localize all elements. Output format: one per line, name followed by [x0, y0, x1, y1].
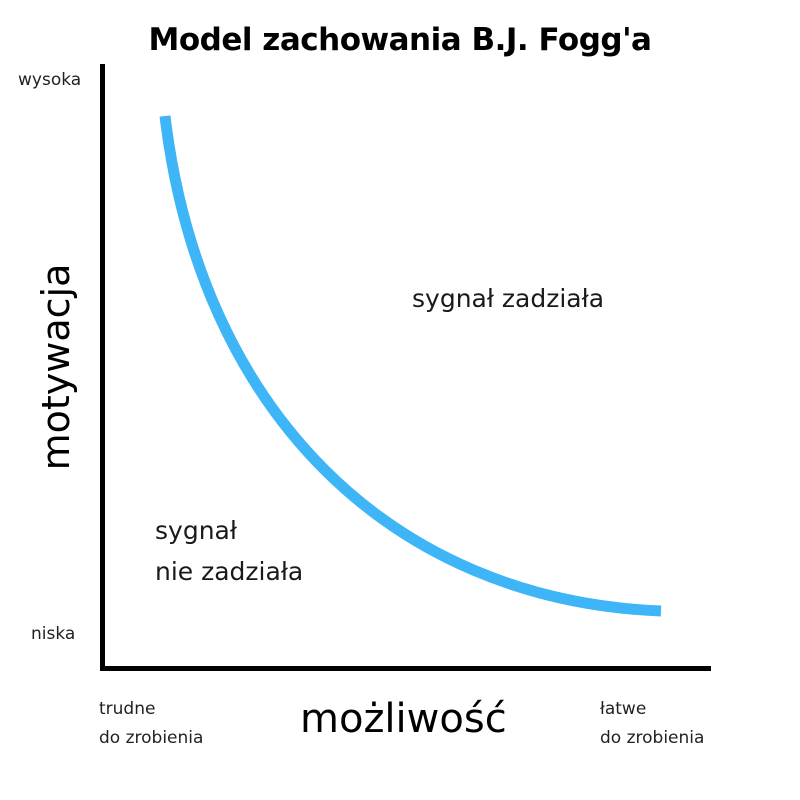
y-axis-line — [100, 64, 105, 671]
x-axis-low-label: trudne do zrobienia — [99, 695, 203, 753]
region-above-curve-label: sygnał zadziała — [412, 284, 605, 313]
region-below-curve-line2: nie zadziała — [155, 557, 304, 586]
y-axis-high-label: wysoka — [18, 70, 82, 90]
action-line-curve — [159, 115, 662, 617]
x-axis-low-label-line1: trudne — [99, 699, 156, 719]
x-axis-high-label: łatwe do zrobienia — [600, 695, 704, 753]
x-axis-high-label-line2: do zrobienia — [600, 728, 705, 748]
x-axis-high-label-line1: łatwe — [600, 699, 647, 719]
diagram-title: Model zachowania B.J. Fogg'a — [148, 22, 652, 58]
x-axis-line — [100, 666, 711, 671]
region-below-curve-line1: sygnał — [155, 516, 237, 545]
x-axis-low-label-line2: do zrobienia — [99, 728, 204, 748]
region-below-curve-label: sygnał nie zadziała — [155, 510, 303, 592]
x-axis-title: możliwość — [300, 696, 507, 742]
y-axis-low-label: niska — [31, 624, 76, 644]
